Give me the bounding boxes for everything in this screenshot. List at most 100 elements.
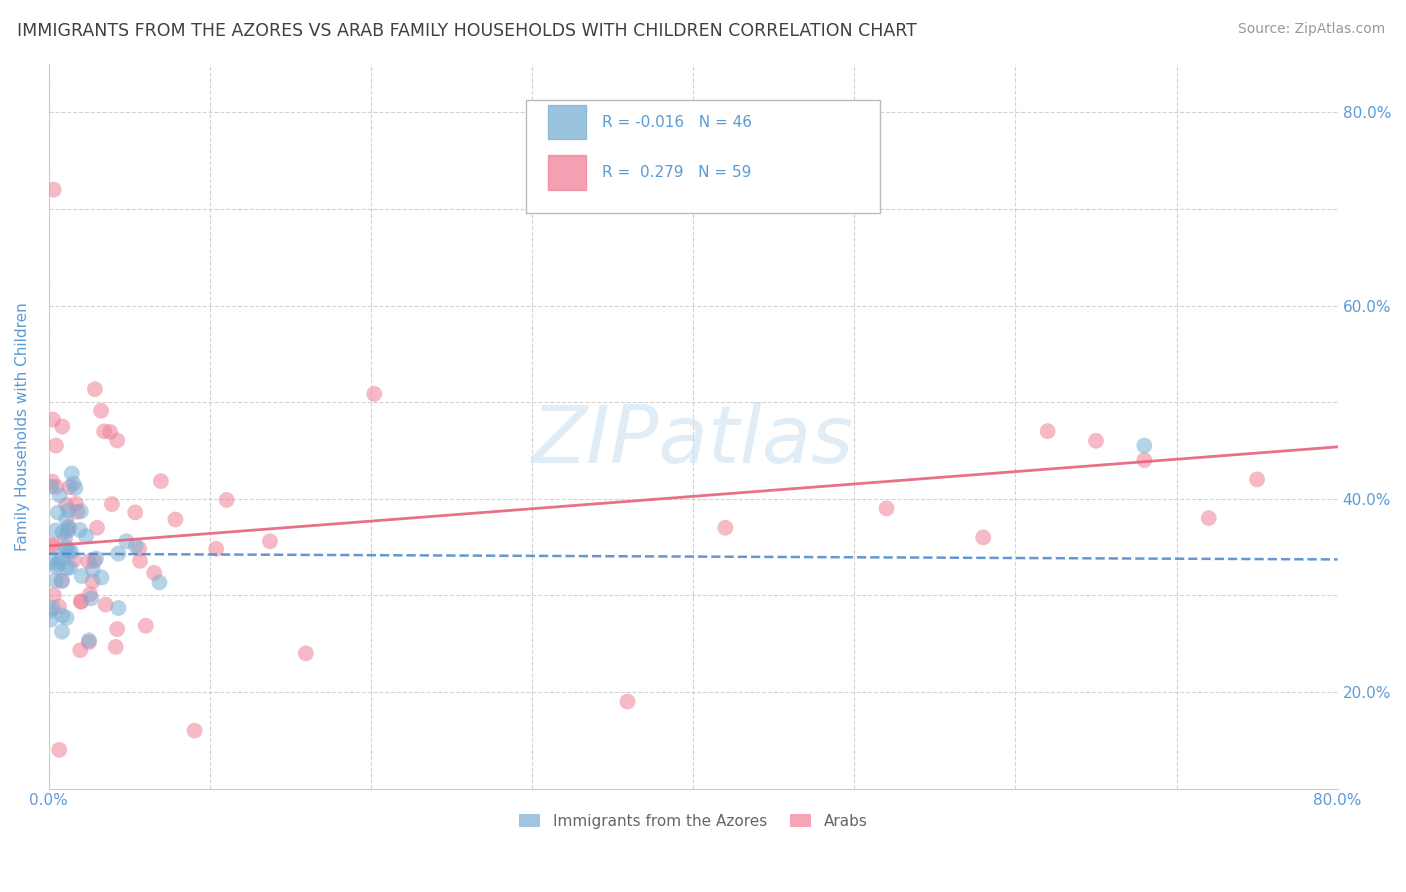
Point [63,553,86,567]
Point [58,519,80,533]
Point [165,512,187,526]
Point [53,532,76,546]
Point [124,505,146,519]
Point [363,387,385,401]
Point [55,498,77,512]
Point [51,624,73,639]
Point [51,574,73,588]
Text: R =  0.279   N = 59: R = 0.279 N = 59 [602,165,751,180]
Point [972,530,994,544]
Point [215,492,238,507]
Point [51,551,73,566]
Point [79,587,101,601]
Point [44,574,66,588]
Point [616,695,638,709]
Point [148,575,170,590]
Point [62,476,84,491]
Text: Source: ZipAtlas.com: Source: ZipAtlas.com [1237,22,1385,37]
Point [41,539,63,553]
Point [77,633,100,648]
Point [75,529,97,543]
Point [86,521,108,535]
Point [58,503,80,517]
Point [55,611,77,625]
Point [98,425,121,439]
Point [90,570,112,584]
Bar [547,104,586,139]
Y-axis label: Family Households with Children: Family Households with Children [15,301,30,550]
Point [42,183,65,197]
Point [48,488,70,502]
Point [714,521,737,535]
Point [39,555,62,569]
Point [51,419,73,434]
Point [149,474,172,488]
Point [70,594,93,608]
Point [107,547,129,561]
Point [42,412,65,426]
Point [80,591,103,606]
Point [45,524,67,538]
Point [105,434,128,448]
Text: R = -0.016   N = 46: R = -0.016 N = 46 [602,114,752,129]
Point [69,523,91,537]
Point [70,595,93,609]
Point [1246,472,1268,486]
Point [125,539,148,553]
Point [58,522,80,536]
Point [56,561,79,575]
Text: IMMIGRANTS FROM THE AZORES VS ARAB FAMILY HOUSEHOLDS WITH CHILDREN CORRELATION C: IMMIGRANTS FROM THE AZORES VS ARAB FAMIL… [17,22,917,40]
Point [205,541,228,556]
Point [39,479,62,493]
Point [82,574,104,589]
Point [77,555,100,569]
Point [70,569,93,583]
Point [55,512,77,526]
Point [45,480,67,494]
Point [876,501,898,516]
Point [48,743,70,757]
Point [90,403,112,417]
Point [104,640,127,654]
Point [52,525,75,540]
Point [42,601,65,615]
Point [51,608,73,623]
Point [55,543,77,558]
Point [39,604,62,618]
Point [48,554,70,568]
Point [107,601,129,615]
Point [1133,439,1156,453]
Point [51,574,73,588]
Text: ZIPatlas: ZIPatlas [531,401,855,480]
Point [41,538,63,552]
Point [1198,511,1220,525]
Point [46,506,69,520]
Point [45,559,67,574]
Point [83,554,105,568]
Point [115,534,138,549]
Point [69,643,91,657]
FancyBboxPatch shape [526,100,880,212]
Point [135,619,157,633]
Point [39,613,62,627]
Point [77,635,100,649]
Point [84,382,107,396]
Point [101,497,124,511]
Point [84,551,107,566]
Point [56,524,79,538]
Point [143,566,166,580]
Point [94,598,117,612]
Point [46,558,69,572]
Point [55,540,77,554]
Point [60,545,83,559]
Point [93,425,115,439]
Point [128,541,150,556]
Point [65,497,87,511]
Point [59,560,82,574]
Point [59,480,82,494]
Point [60,467,83,481]
Point [1084,434,1107,448]
Point [295,646,318,660]
Point [41,475,63,489]
Point [66,505,89,519]
